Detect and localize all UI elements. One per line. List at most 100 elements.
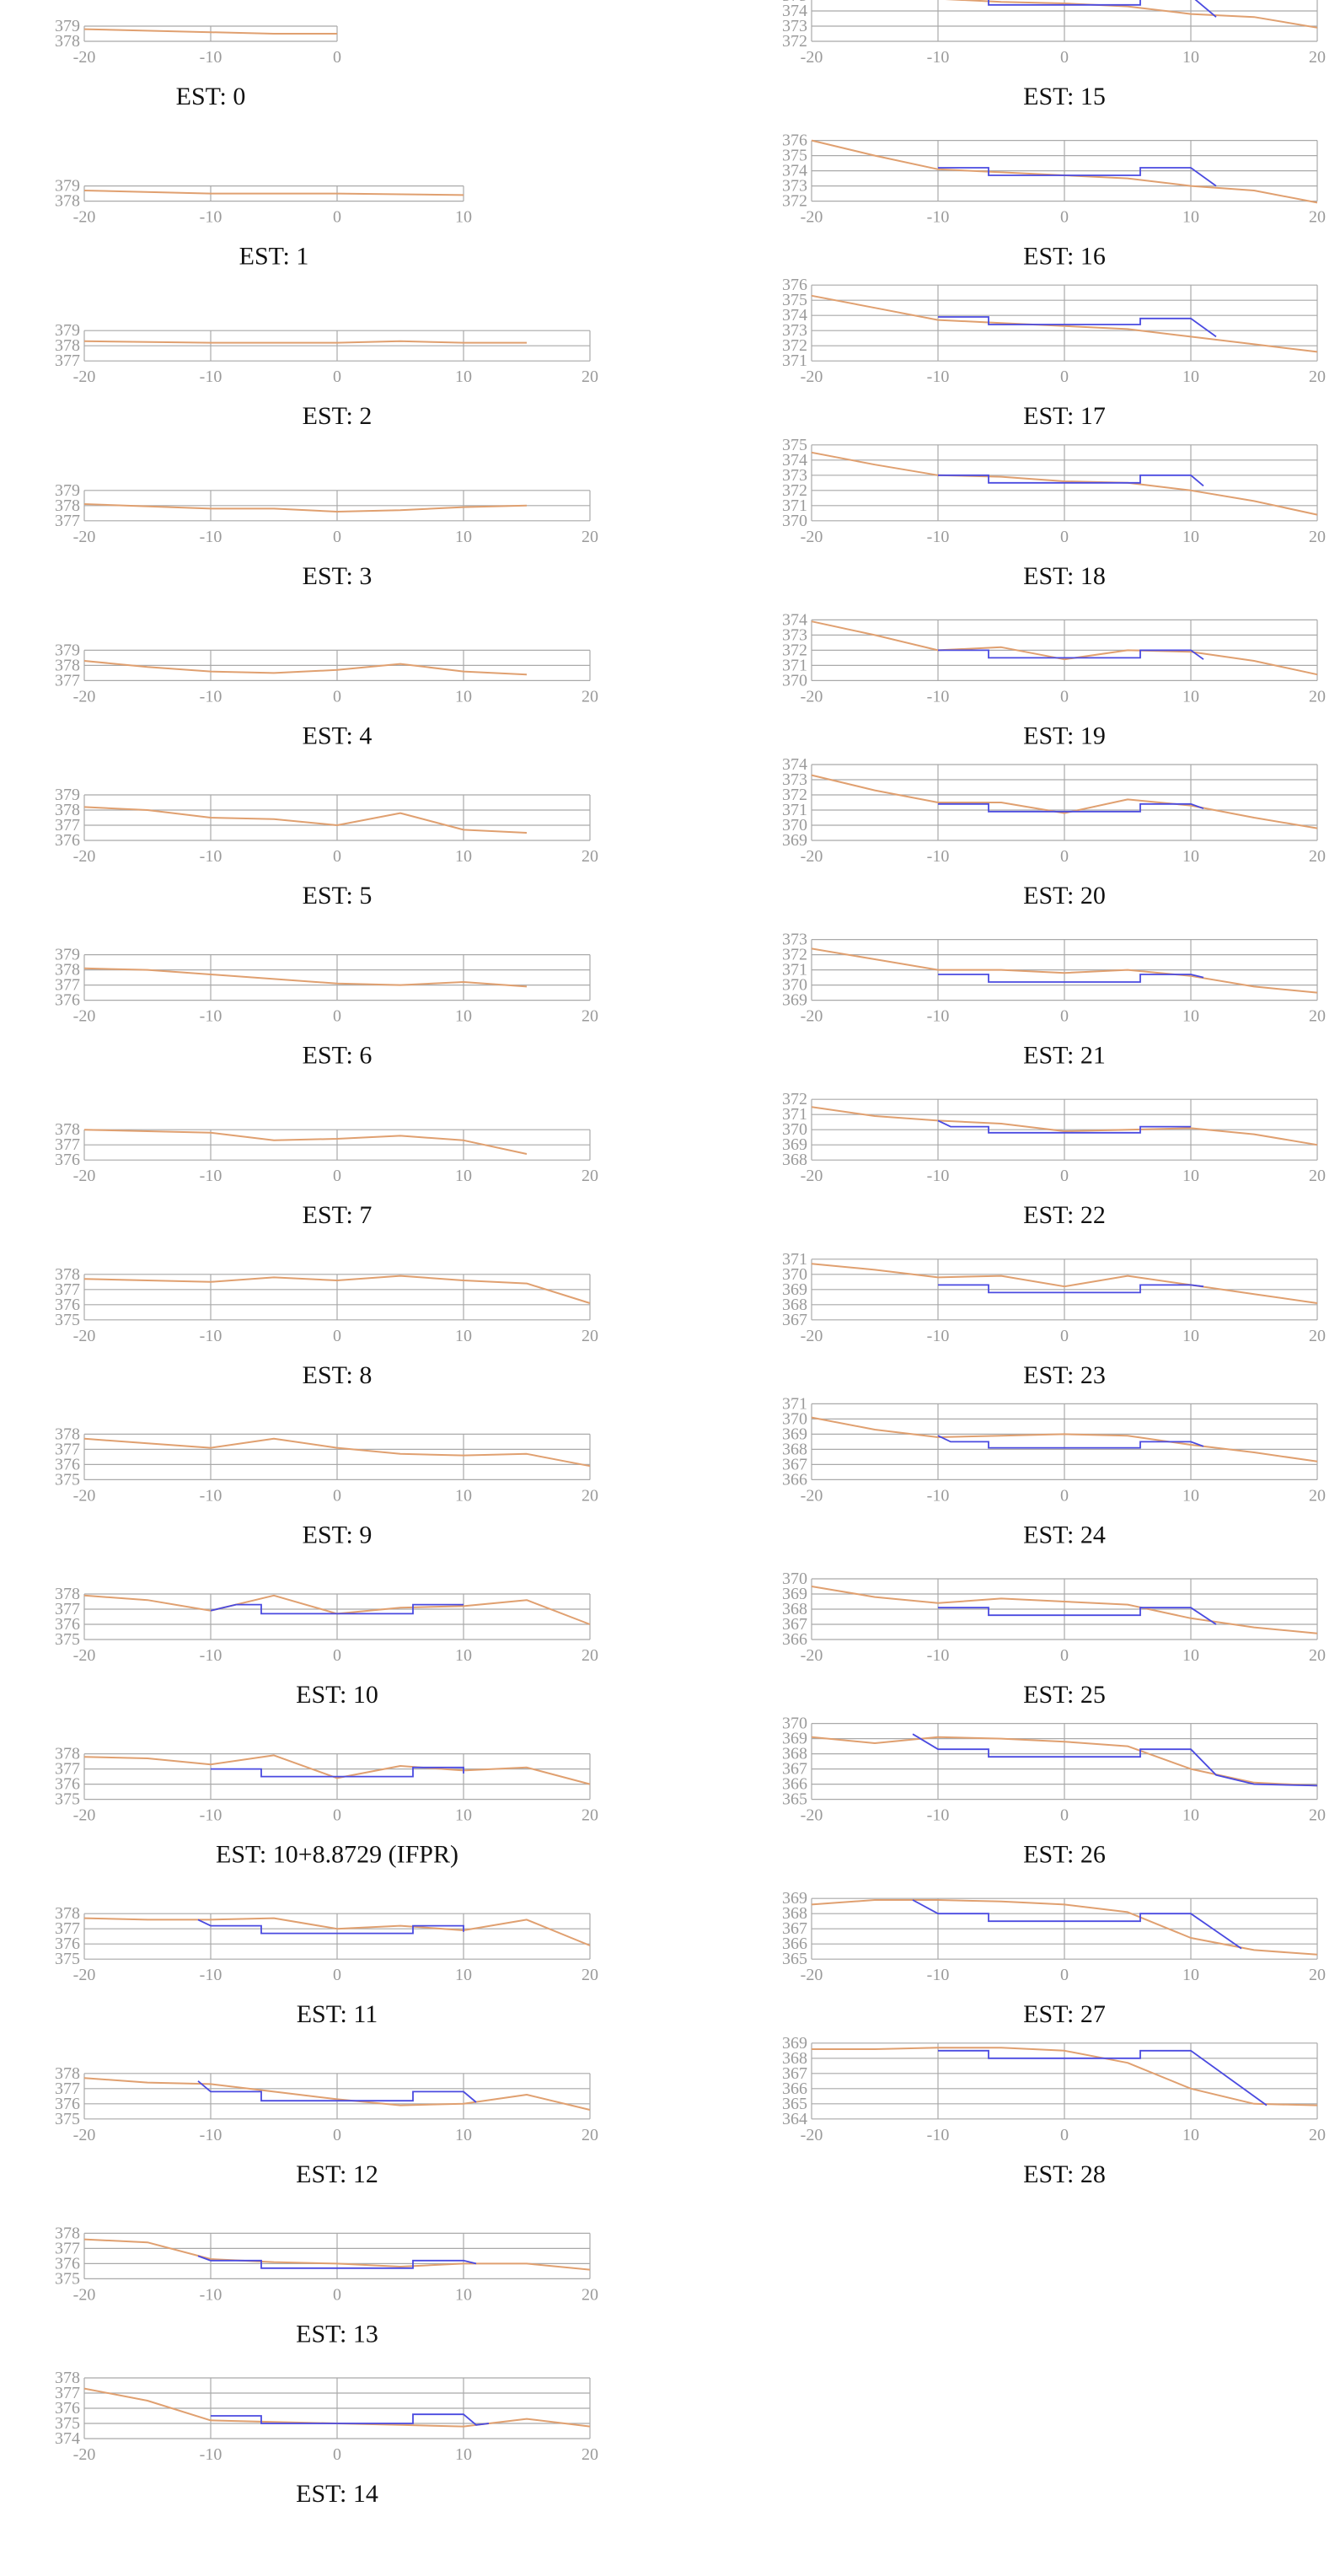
y-tick-label: 369 — [782, 1135, 807, 1154]
y-tick-label: 376 — [55, 1935, 80, 1953]
y-tick-label: 377 — [55, 2239, 80, 2257]
x-tick-label: -10 — [200, 1646, 222, 1665]
y-tick-label: 366 — [782, 2080, 807, 2098]
x-tick-label: 0 — [1060, 1167, 1069, 1185]
terrain-profile-line — [811, 1263, 1318, 1304]
y-tick-label: 366 — [782, 1775, 807, 1794]
y-tick-label: 376 — [782, 131, 807, 150]
x-tick-label: 10 — [455, 1486, 472, 1505]
terrain-profile-line — [83, 1129, 528, 1155]
y-tick-label: 378 — [55, 192, 80, 211]
x-tick-label: -20 — [801, 1167, 823, 1185]
x-tick-label: 0 — [333, 208, 341, 227]
y-tick-label: 373 — [782, 770, 807, 789]
x-tick-label: -20 — [801, 208, 823, 227]
y-tick-label: 379 — [55, 17, 80, 35]
y-tick-label: 374 — [782, 755, 807, 774]
design-profile-line — [197, 1919, 464, 1935]
y-tick-label: 367 — [782, 1455, 807, 1473]
x-tick-label: 20 — [582, 1806, 598, 1825]
x-tick-label: -20 — [801, 687, 823, 706]
x-tick-label: 0 — [1060, 1646, 1069, 1665]
y-tick-label: 365 — [782, 1950, 807, 1968]
terrain-profile-line — [83, 660, 528, 676]
x-tick-label: 0 — [1060, 48, 1069, 67]
y-tick-label: 369 — [782, 1425, 807, 1443]
terrain-profile-line — [811, 294, 1318, 353]
x-tick-label: 10 — [1182, 1167, 1199, 1185]
x-tick-label: 10 — [1182, 1806, 1199, 1825]
y-tick-label: 373 — [782, 466, 807, 485]
y-tick-label: 371 — [782, 496, 807, 515]
terrain-profile-line — [83, 2077, 591, 2111]
y-tick-label: 367 — [782, 1919, 807, 1938]
x-tick-label: -20 — [801, 2126, 823, 2144]
x-tick-label: 0 — [333, 1167, 341, 1185]
y-tick-label: 377 — [55, 1919, 80, 1938]
terrain-profile-line — [811, 1736, 1318, 1787]
y-tick-label: 376 — [55, 1455, 80, 1473]
y-tick-label: 377 — [55, 976, 80, 995]
y-tick-label: 367 — [782, 1615, 807, 1634]
design-profile-line — [211, 1766, 464, 1778]
terrain-profile-line — [83, 1754, 591, 1785]
x-tick-label: 20 — [1309, 48, 1326, 67]
x-tick-label: 20 — [582, 2445, 598, 2464]
y-tick-label: 369 — [782, 2034, 807, 2053]
y-tick-label: 377 — [55, 1760, 80, 1779]
terrain-profile-line — [83, 28, 337, 35]
y-tick-label: 378 — [55, 801, 80, 819]
x-tick-label: -10 — [200, 528, 222, 546]
x-tick-label: 0 — [333, 2445, 341, 2464]
y-tick-label: 374 — [782, 2, 807, 20]
x-tick-label: 0 — [333, 1007, 341, 1026]
y-tick-label: 376 — [55, 831, 80, 850]
x-tick-label: -20 — [73, 208, 96, 227]
x-tick-label: -20 — [73, 1966, 96, 1984]
x-tick-label: 10 — [455, 1167, 472, 1185]
y-tick-label: 372 — [782, 786, 807, 804]
x-tick-label: 20 — [582, 1486, 598, 1505]
x-tick-label: -10 — [927, 208, 950, 227]
y-tick-label: 371 — [782, 801, 807, 819]
terrain-profile-line — [83, 503, 528, 513]
x-tick-label: -10 — [927, 847, 950, 866]
y-tick-label: 379 — [55, 321, 80, 340]
chart-title: EST: 12 — [296, 2160, 378, 2188]
x-tick-label: 0 — [333, 847, 341, 866]
chart-title: EST: 26 — [1023, 1841, 1106, 1869]
x-tick-label: 10 — [1182, 2126, 1199, 2144]
design-profile-line — [197, 2255, 477, 2269]
chart-title: EST: 15 — [1023, 83, 1106, 110]
x-tick-label: -20 — [801, 528, 823, 546]
y-tick-label: 374 — [782, 610, 807, 629]
y-tick-label: 374 — [782, 451, 807, 470]
x-tick-label: -20 — [73, 1167, 96, 1185]
chart-title: EST: 27 — [1023, 2000, 1106, 2028]
y-tick-label: 366 — [782, 1935, 807, 1953]
x-tick-label: -20 — [73, 368, 96, 386]
x-tick-label: -10 — [927, 2126, 950, 2144]
x-tick-label: -10 — [200, 2285, 222, 2304]
x-tick-label: 10 — [1182, 1007, 1199, 1026]
x-tick-label: 20 — [582, 1646, 598, 1665]
x-tick-label: 20 — [1309, 2126, 1326, 2144]
x-tick-label: 20 — [582, 528, 598, 546]
x-tick-label: -20 — [801, 1486, 823, 1505]
y-tick-label: 372 — [782, 641, 807, 659]
y-tick-label: 376 — [55, 1151, 80, 1169]
x-tick-label: -10 — [927, 1007, 950, 1026]
design-profile-line — [937, 1435, 1204, 1449]
x-tick-label: -10 — [927, 1646, 950, 1665]
